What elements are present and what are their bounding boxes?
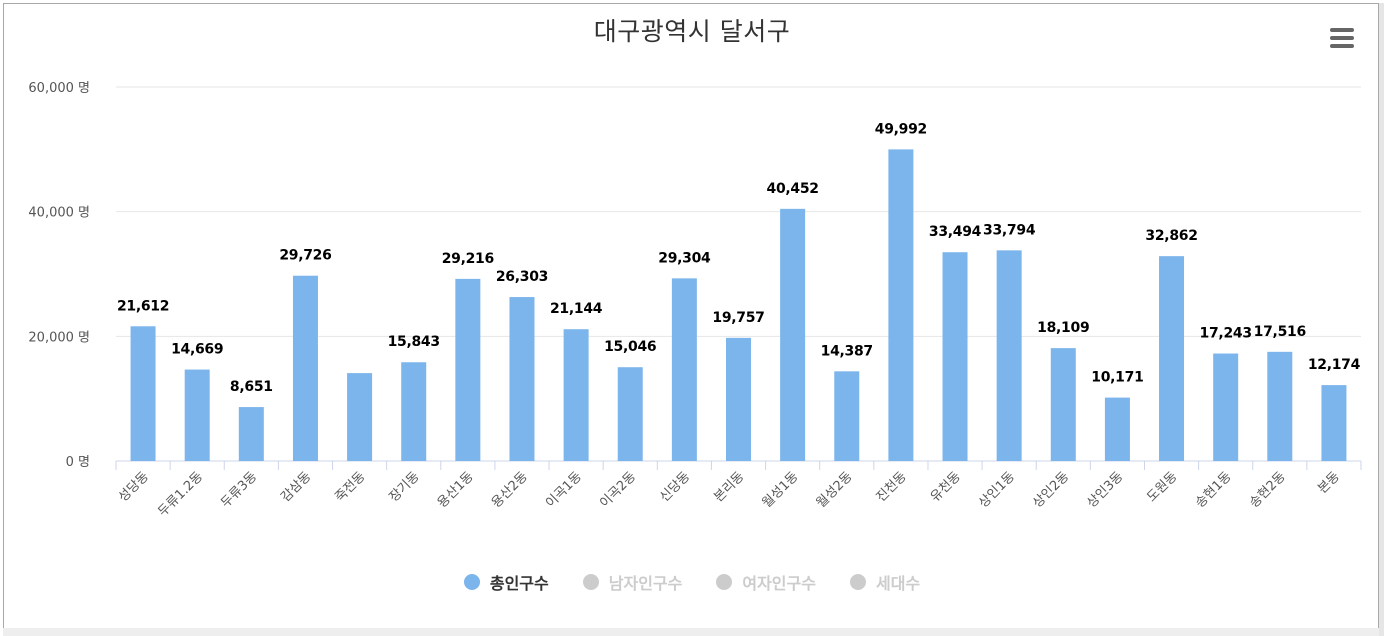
x-tick-label: 두류3동 [218, 469, 260, 511]
data-label: 33,794 [983, 222, 1036, 238]
data-label: 18,109 [1037, 320, 1089, 336]
y-tick-label: 40,000 명 [28, 206, 90, 221]
legend-item[interactable]: 여자인구수 [716, 570, 816, 594]
data-label: 32,862 [1145, 228, 1197, 244]
bar[interactable] [780, 208, 806, 461]
hamburger-menu-icon[interactable] [1327, 26, 1357, 52]
x-tick-label: 감삼동 [278, 469, 314, 505]
bar[interactable] [292, 275, 318, 461]
data-label: 40,452 [767, 181, 819, 197]
bar[interactable] [834, 371, 860, 461]
right-scroll-area [1379, 3, 1384, 636]
legend-item[interactable]: 남자인구수 [582, 570, 683, 594]
data-label: 33,494 [929, 224, 982, 240]
bar[interactable] [942, 252, 968, 461]
data-label: 21,144 [550, 301, 603, 317]
bar[interactable] [1050, 348, 1076, 461]
data-label: 8,651 [230, 379, 273, 395]
x-tick-label: 두류1.2동 [155, 469, 206, 520]
data-label: 49,992 [875, 121, 927, 137]
data-label: 15,843 [388, 334, 440, 350]
data-label: 19,757 [712, 310, 764, 326]
x-tick-label: 진천동 [874, 469, 910, 505]
x-tick-label: 도원동 [1144, 469, 1180, 505]
bar[interactable] [671, 278, 697, 461]
chart-title: 대구광역시 달서구 [593, 17, 791, 46]
data-label: 14,669 [171, 342, 223, 358]
y-tick-label: 0 명 [66, 455, 90, 470]
x-tick-label: 성당동 [116, 469, 152, 505]
data-label: 29,726 [279, 248, 331, 264]
data-label: 21,612 [117, 298, 169, 314]
x-tick-label: 용산2동 [489, 469, 531, 511]
bar[interactable] [1104, 397, 1130, 461]
y-tick-label: 60,000 명 [28, 81, 90, 96]
bar[interactable] [184, 369, 210, 461]
bar[interactable] [726, 337, 751, 461]
legend-label: 총인구수 [489, 574, 549, 593]
x-tick-label: 본동 [1315, 469, 1343, 497]
data-label: 29,304 [658, 250, 711, 266]
legend-item[interactable]: 세대수 [849, 570, 921, 594]
legend-label: 세대수 [875, 574, 921, 593]
x-tick-label: 월성1동 [760, 469, 802, 511]
legend-label: 남자인구수 [608, 574, 683, 593]
bottom-scroll-area [3, 628, 1379, 636]
x-tick-label: 용산1동 [435, 469, 477, 511]
x-tick-label: 상인1동 [976, 469, 1018, 511]
x-tick-label: 상인3동 [1084, 469, 1126, 511]
x-tick-label: 이곡2동 [597, 469, 639, 511]
x-tick-label: 장기동 [387, 469, 423, 505]
bar[interactable] [617, 367, 643, 461]
data-label: 29,216 [442, 251, 494, 267]
bar[interactable] [888, 149, 914, 462]
x-tick-label: 송현1동 [1193, 469, 1235, 511]
bar[interactable] [1213, 353, 1239, 461]
legend-marker-icon [463, 574, 480, 590]
legend-marker-icon [716, 574, 733, 590]
legend-item[interactable]: 총인구수 [463, 570, 549, 594]
bar[interactable] [563, 329, 589, 461]
legend-marker-icon [582, 574, 599, 590]
bar[interactable] [130, 326, 156, 461]
bar[interactable] [401, 362, 427, 461]
bar[interactable] [996, 250, 1022, 461]
bar[interactable] [455, 278, 481, 461]
bar[interactable] [1159, 256, 1185, 461]
data-label: 26,303 [496, 269, 548, 285]
data-label: 12,174 [1308, 357, 1361, 373]
y-tick-label: 20,000 명 [28, 330, 90, 345]
chart-legend: 총인구수 남자인구수 여자인구수 세대수 [0, 568, 1384, 596]
x-tick-label: 신당동 [657, 469, 693, 505]
bar[interactable] [1267, 351, 1293, 461]
x-tick-label: 상인2동 [1030, 469, 1072, 511]
x-tick-label: 월성2동 [814, 469, 856, 511]
bar[interactable] [347, 373, 373, 461]
x-tick-label: 이곡1동 [543, 469, 585, 511]
data-label: 10,171 [1091, 370, 1143, 386]
bar[interactable] [1321, 385, 1347, 461]
data-label: 17,516 [1254, 324, 1306, 340]
legend-marker-icon [849, 574, 866, 590]
legend-label: 여자인구수 [742, 574, 816, 593]
data-label: 15,046 [604, 339, 656, 355]
x-tick-label: 본리동 [711, 469, 747, 505]
data-label: 14,387 [821, 343, 873, 359]
bar[interactable] [238, 407, 264, 461]
x-tick-label: 죽전동 [332, 469, 368, 505]
x-tick-label: 송현2동 [1247, 469, 1289, 511]
bar[interactable] [509, 297, 535, 461]
data-label: 17,243 [1200, 326, 1252, 342]
x-tick-label: 유천동 [928, 469, 964, 505]
